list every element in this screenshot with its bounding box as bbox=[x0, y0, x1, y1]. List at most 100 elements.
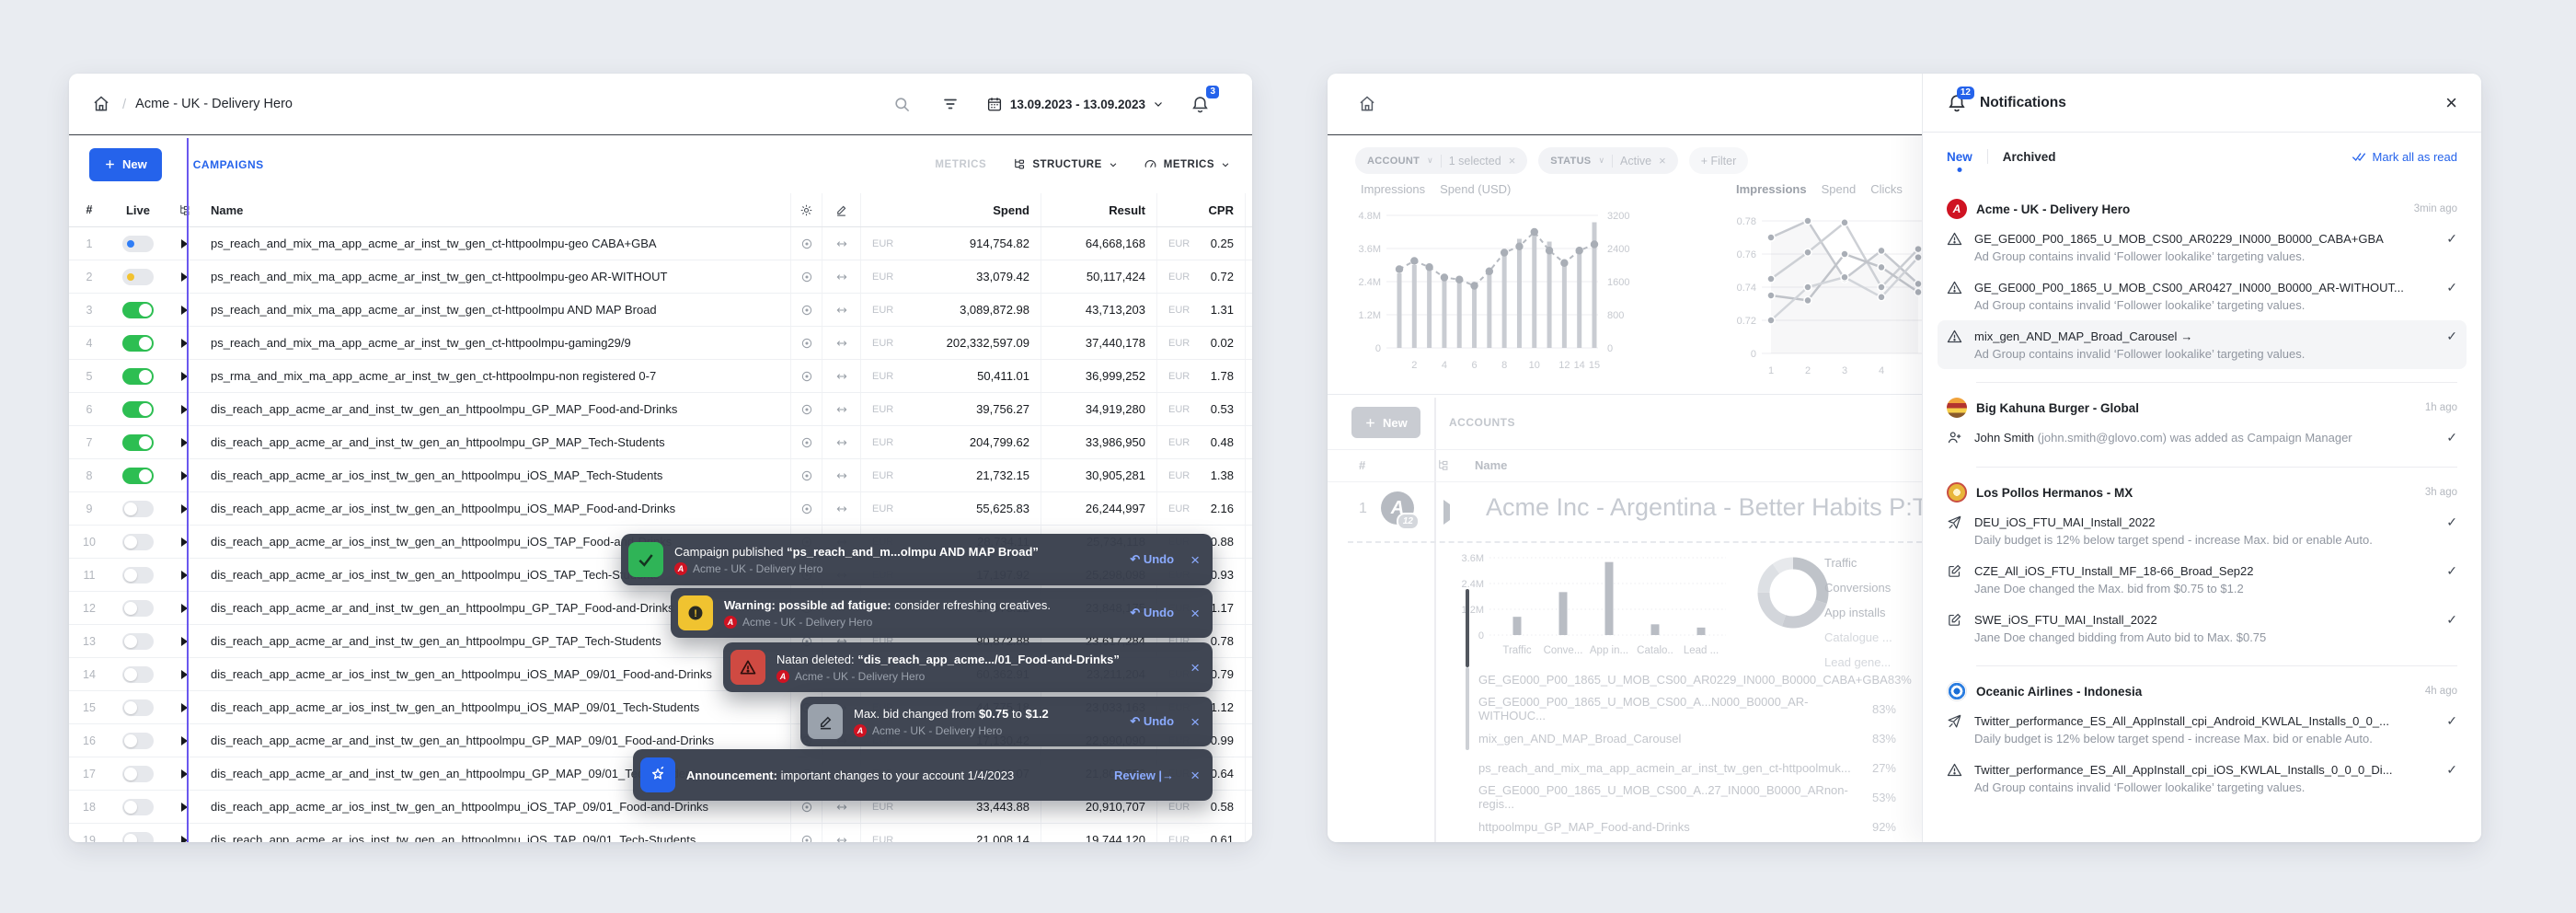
adgroup-list-item[interactable]: httpoolmpu_GP_MAP_Food-and-Drinks 92% bbox=[1478, 812, 1896, 841]
expand-arrow-icon[interactable] bbox=[167, 769, 201, 779]
expand-arrow-icon[interactable] bbox=[167, 437, 201, 447]
target-icon[interactable] bbox=[790, 260, 822, 293]
close-icon[interactable]: × bbox=[1190, 658, 1200, 676]
live-toggle[interactable] bbox=[122, 500, 154, 517]
mark-read-check-icon[interactable]: ✓ bbox=[2446, 231, 2457, 246]
close-icon[interactable]: × bbox=[1190, 712, 1200, 731]
adgroup-list-item[interactable]: GE_GE000_P00_1865_U_MOB_CS00_A...N000_B0… bbox=[1478, 694, 1896, 723]
adgroup-list-item[interactable]: mix_gen_AND_MAP_Broad_Carousel 83% bbox=[1478, 723, 1896, 753]
chart-tab[interactable]: Impressions bbox=[1361, 182, 1426, 196]
target-icon[interactable] bbox=[790, 459, 822, 491]
adgroup-list-item[interactable]: GE_GE000_P00_1865_U_MOB_CS00_AR0229_IN00… bbox=[1478, 665, 1912, 694]
filter-icon[interactable] bbox=[938, 92, 962, 116]
resize-columns-icon[interactable] bbox=[822, 791, 860, 823]
expand-arrow-icon[interactable] bbox=[167, 669, 201, 679]
home-icon[interactable] bbox=[1355, 92, 1379, 116]
tab-archived[interactable]: Archived bbox=[2002, 149, 2056, 164]
chart-tab[interactable]: Impressions bbox=[1736, 182, 1807, 196]
expand-arrow-icon[interactable] bbox=[1443, 500, 1450, 525]
expand-arrow-icon[interactable] bbox=[167, 371, 201, 381]
mark-read-check-icon[interactable]: ✓ bbox=[2446, 280, 2457, 295]
close-icon[interactable]: × bbox=[1190, 766, 1200, 784]
live-toggle[interactable] bbox=[122, 533, 154, 550]
notification-item[interactable]: GE_GE000_P00_1865_U_MOB_CS00_AR0427_IN00… bbox=[1947, 272, 2457, 320]
campaign-row[interactable]: 2 ps_reach_and_mix_ma_app_acme_ar_inst_tw… bbox=[69, 260, 1252, 294]
live-toggle[interactable] bbox=[122, 367, 154, 385]
mark-read-check-icon[interactable]: ✓ bbox=[2446, 514, 2457, 529]
chart-tab[interactable]: Spend (USD) bbox=[1440, 182, 1512, 196]
resize-columns-icon[interactable] bbox=[822, 227, 860, 260]
review-button[interactable]: Review |→ bbox=[1114, 768, 1175, 782]
notification-item[interactable]: Twitter_performance_ES_All_AppInstall_cp… bbox=[1947, 754, 2457, 803]
new-account-button[interactable]: New bbox=[1351, 407, 1420, 438]
resize-columns-icon[interactable] bbox=[822, 459, 860, 491]
expand-arrow-icon[interactable] bbox=[167, 636, 201, 646]
campaign-row[interactable]: 19 dis_reach_app_acme_ar_ios_inst_tw_gen_… bbox=[69, 824, 1252, 842]
close-icon[interactable]: × bbox=[2445, 90, 2457, 114]
live-toggle[interactable] bbox=[122, 566, 154, 584]
target-icon[interactable] bbox=[790, 492, 822, 525]
tab-accounts[interactable]: ACCOUNTS bbox=[1449, 416, 1515, 429]
notification-item[interactable]: CZE_All_iOS_FTU_Install_MF_18-66_Broad_S… bbox=[1947, 555, 2457, 604]
mark-read-check-icon[interactable]: ✓ bbox=[2446, 563, 2457, 578]
expand-arrow-icon[interactable] bbox=[167, 735, 201, 745]
search-icon[interactable] bbox=[891, 92, 914, 116]
live-toggle[interactable] bbox=[122, 334, 154, 352]
notification-item[interactable]: GE_GE000_P00_1865_U_MOB_CS00_AR0229_IN00… bbox=[1947, 223, 2457, 272]
resize-columns-icon[interactable] bbox=[822, 360, 860, 392]
live-toggle[interactable] bbox=[122, 632, 154, 650]
notification-item[interactable]: SWE_iOS_FTU_MAI_Install_2022 ✓ Jane Doe ch… bbox=[1947, 604, 2457, 653]
account-row[interactable]: 1 A 12 Acme Inc - Argentina - Better Hab… bbox=[1328, 482, 2020, 539]
breadcrumb[interactable]: / Acme - UK - Delivery Hero bbox=[89, 92, 293, 116]
campaign-row[interactable]: 1 ps_reach_and_mix_ma_app_acme_ar_inst_tw… bbox=[69, 227, 1252, 260]
gear-icon[interactable] bbox=[790, 193, 822, 226]
expand-arrow-icon[interactable] bbox=[167, 570, 201, 580]
home-icon[interactable] bbox=[89, 92, 113, 116]
live-toggle[interactable] bbox=[122, 433, 154, 451]
resize-columns-icon[interactable] bbox=[822, 426, 860, 458]
campaign-row[interactable]: 8 dis_reach_app_acme_ar_ios_inst_tw_gen_a… bbox=[69, 459, 1252, 492]
mark-read-check-icon[interactable]: ✓ bbox=[2446, 762, 2457, 777]
notification-item[interactable]: DEU_iOS_FTU_MAI_Install_2022 ✓ Daily budge… bbox=[1947, 506, 2457, 555]
resize-columns-icon[interactable] bbox=[822, 393, 860, 425]
date-range-picker[interactable]: 13.09.2023 - 13.09.2023 bbox=[986, 96, 1164, 112]
notification-item[interactable]: mix_gen_AND_MAP_Broad_Carousel → ✓ Ad Group… bbox=[1938, 320, 2467, 369]
notifications-bell-button[interactable]: 3 bbox=[1188, 86, 1219, 116]
expand-arrow-icon[interactable] bbox=[167, 702, 201, 712]
live-toggle[interactable] bbox=[122, 798, 154, 815]
mark-read-check-icon[interactable]: ✓ bbox=[2446, 713, 2457, 728]
mark-all-as-read-button[interactable]: Mark all as read bbox=[2352, 149, 2457, 164]
live-toggle[interactable] bbox=[122, 699, 154, 716]
add-filter-button[interactable]: + Filter bbox=[1688, 147, 1749, 174]
filter-chip[interactable]: STATUS ∨ Active × bbox=[1538, 147, 1678, 174]
metrics-menu[interactable]: METRICS bbox=[1144, 157, 1230, 171]
expand-arrow-icon[interactable] bbox=[167, 470, 201, 480]
expand-arrow-icon[interactable] bbox=[167, 404, 201, 414]
expand-arrow-icon[interactable] bbox=[167, 537, 201, 547]
live-toggle[interactable] bbox=[122, 268, 154, 285]
expand-arrow-icon[interactable] bbox=[167, 835, 201, 842]
live-toggle[interactable] bbox=[122, 665, 154, 683]
live-toggle[interactable] bbox=[122, 467, 154, 484]
resize-columns-icon[interactable] bbox=[822, 492, 860, 525]
filter-chip[interactable]: ACCOUNT ∨ 1 selected × bbox=[1355, 147, 1528, 174]
target-icon[interactable] bbox=[790, 360, 822, 392]
expand-arrow-icon[interactable] bbox=[167, 603, 201, 613]
resize-columns-icon[interactable] bbox=[822, 327, 860, 359]
expand-arrow-icon[interactable] bbox=[167, 503, 201, 514]
col-header-cpr[interactable]: CPR bbox=[1156, 193, 1245, 226]
campaign-row[interactable]: 4 ps_reach_and_mix_ma_app_acme_ar_inst_tw… bbox=[69, 327, 1252, 360]
structure-menu[interactable]: STRUCTURE bbox=[1012, 157, 1117, 171]
edit-column-icon[interactable] bbox=[822, 193, 860, 226]
campaign-row[interactable]: 6 dis_reach_app_acme_ar_and_inst_tw_gen_a… bbox=[69, 393, 1252, 426]
target-icon[interactable] bbox=[790, 393, 822, 425]
mark-read-check-icon[interactable]: ✓ bbox=[2446, 612, 2457, 627]
undo-button[interactable]: ↶ Undo bbox=[1130, 714, 1175, 728]
mark-read-check-icon[interactable]: ✓ bbox=[2446, 430, 2457, 445]
target-icon[interactable] bbox=[790, 294, 822, 326]
close-icon[interactable]: × bbox=[1190, 604, 1200, 622]
live-toggle[interactable] bbox=[122, 732, 154, 749]
notification-item[interactable]: John Smith (john.smith@glovo.com) was ad… bbox=[1947, 422, 2457, 454]
target-icon[interactable] bbox=[790, 426, 822, 458]
scrollbar-thumb[interactable] bbox=[1466, 589, 1469, 667]
